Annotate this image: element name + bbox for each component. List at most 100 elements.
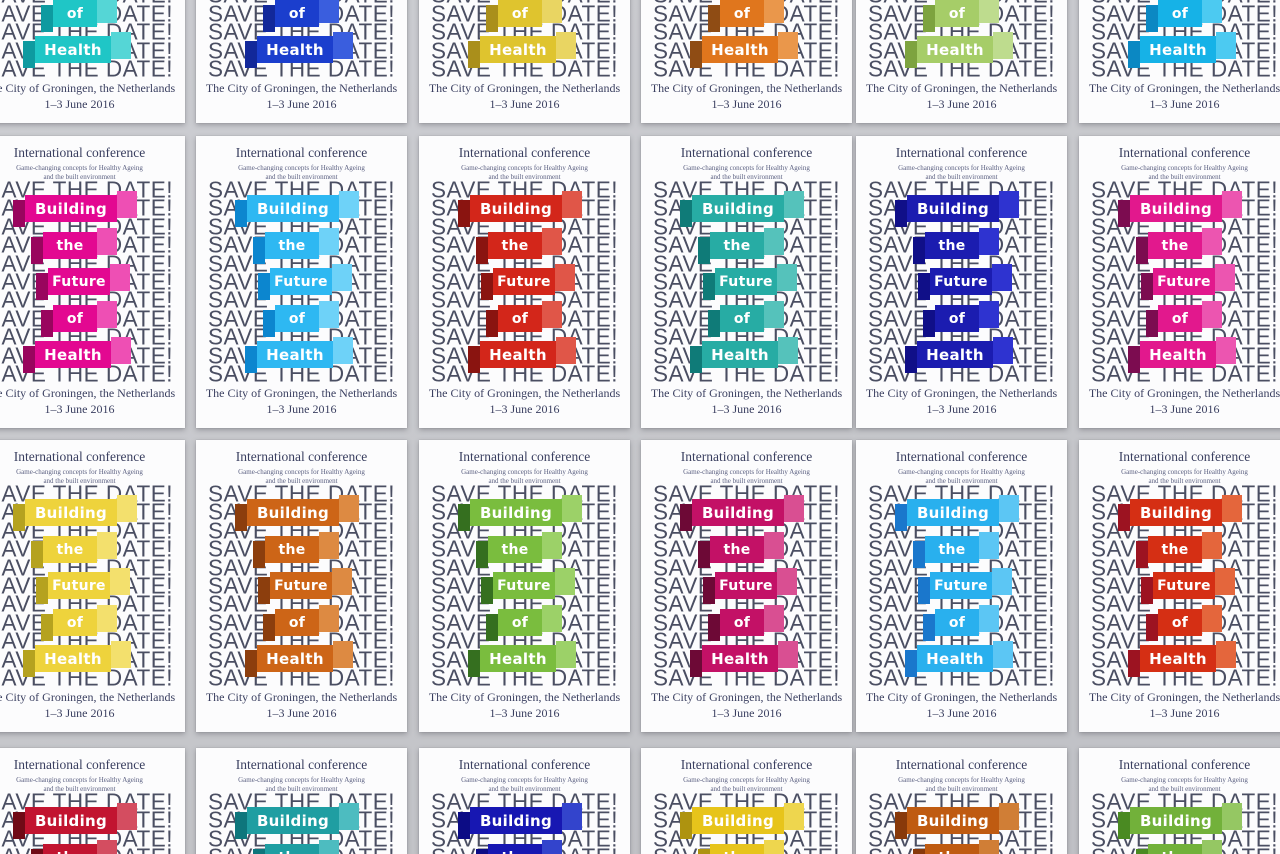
label-text: of [935, 609, 979, 636]
label-side-light [555, 568, 575, 595]
poster-r2c6: International conference Game-changing c… [1079, 136, 1280, 428]
poster-r1c3: International conference Game-changing c… [419, 0, 630, 123]
label-text: of [1158, 0, 1202, 27]
poster-subtitle: Game-changing concepts for Healthy Agein… [856, 776, 1067, 793]
highlight-label: of [486, 605, 562, 641]
highlight-label: Future [481, 568, 575, 604]
highlight-label: Health [245, 337, 353, 373]
label-side-light [110, 264, 130, 291]
poster-r4c3: International conference Game-changing c… [419, 748, 630, 854]
subtitle-line2: and the built environment [265, 784, 338, 793]
label-side-dark [468, 346, 480, 373]
label-side-light [1216, 641, 1236, 668]
poster-date: 1–3 June 2016 [926, 97, 997, 111]
label-text: Health [702, 36, 778, 63]
highlight-label: Health [905, 641, 1013, 677]
highlight-label: the [31, 228, 117, 264]
save-the-date-line: SAVE THE DATE! [1090, 286, 1279, 313]
subtitle-line2: and the built environment [710, 476, 783, 485]
label-text: Future [930, 268, 992, 295]
label-text: of [935, 305, 979, 332]
label-side-dark [36, 577, 48, 604]
label-side-light [542, 0, 562, 23]
highlight-label: Health [690, 337, 798, 373]
label-text: Building [25, 195, 117, 222]
label-text: the [265, 232, 319, 259]
label-text: of [275, 609, 319, 636]
label-side-dark [263, 614, 275, 641]
poster-date: 1–3 June 2016 [1149, 706, 1220, 720]
poster-r3c5: International conference Game-changing c… [856, 440, 1067, 732]
label-side-dark [13, 504, 25, 531]
subtitle-line1: Game-changing concepts for Healthy Agein… [238, 776, 365, 784]
highlight-label: Building [235, 495, 359, 531]
label-text: Building [1130, 195, 1222, 222]
label-side-dark [680, 812, 692, 839]
subtitle-line2: and the built environment [488, 476, 561, 485]
label-text: Future [48, 268, 110, 295]
poster-title: International conference [1118, 757, 1251, 772]
poster-title: International conference [13, 757, 146, 772]
label-side-light [332, 264, 352, 291]
poster-title: International conference [895, 449, 1028, 464]
label-side-dark [458, 504, 470, 531]
poster-subtitle: Game-changing concepts for Healthy Agein… [196, 468, 407, 485]
poster-title: International conference [235, 757, 368, 772]
subtitle-line1: Game-changing concepts for Healthy Agein… [683, 164, 810, 172]
label-side-light [979, 840, 999, 854]
highlight-label: of [923, 0, 999, 32]
save-the-date-line: SAVE THE DATE! [207, 590, 396, 617]
label-text: the [488, 232, 542, 259]
subtitle-line2: and the built environment [710, 784, 783, 793]
label-text: of [935, 0, 979, 27]
poster-subtitle: Game-changing concepts for Healthy Agein… [641, 164, 852, 181]
label-side-dark [905, 650, 917, 677]
label-side-light [97, 228, 117, 255]
highlight-label: the [698, 532, 784, 568]
label-side-dark [703, 273, 715, 300]
label-side-light [555, 264, 575, 291]
label-side-light [111, 641, 131, 668]
label-side-dark [235, 504, 247, 531]
highlight-label: the [476, 532, 562, 568]
poster-date: 1–3 June 2016 [711, 97, 782, 111]
poster-r3c6: International conference Game-changing c… [1079, 440, 1280, 732]
highlight-label: Future [918, 568, 1012, 604]
poster-city: The City of Groningen, the Netherlands [0, 386, 176, 400]
label-text: Health [35, 36, 111, 63]
label-side-dark [23, 346, 35, 373]
label-text: the [265, 536, 319, 563]
save-the-date-line: SAVE THE DATE! [430, 590, 619, 617]
poster-r4c5: International conference Game-changing c… [856, 748, 1067, 854]
poster-date: 1–3 June 2016 [44, 97, 115, 111]
save-the-date-line: SAVE THE DATE! [1090, 590, 1279, 617]
label-side-dark [1128, 346, 1140, 373]
label-side-light [319, 301, 339, 328]
label-side-light [1222, 803, 1242, 830]
label-side-dark [895, 200, 907, 227]
label-side-light [1215, 264, 1235, 291]
label-side-dark [245, 346, 257, 373]
label-side-dark [1136, 237, 1148, 264]
highlight-label: of [263, 605, 339, 641]
highlight-label: of [708, 605, 784, 641]
poster-r3c4: International conference Game-changing c… [641, 440, 852, 732]
label-side-dark [41, 5, 53, 32]
poster-subtitle: Game-changing concepts for Healthy Agein… [1079, 776, 1280, 793]
label-text: Future [1153, 268, 1215, 295]
poster-city: The City of Groningen, the Netherlands [650, 386, 843, 400]
label-side-light [556, 641, 576, 668]
poster-city: The City of Groningen, the Netherlands [428, 386, 621, 400]
label-side-light [117, 803, 137, 830]
label-side-light [319, 532, 339, 559]
poster-title: International conference [1118, 145, 1251, 160]
label-side-light [542, 532, 562, 559]
label-text: the [1148, 232, 1202, 259]
poster-title: International conference [458, 449, 591, 464]
poster-city: The City of Groningen, the Netherlands [428, 81, 621, 95]
label-side-dark [708, 310, 720, 337]
